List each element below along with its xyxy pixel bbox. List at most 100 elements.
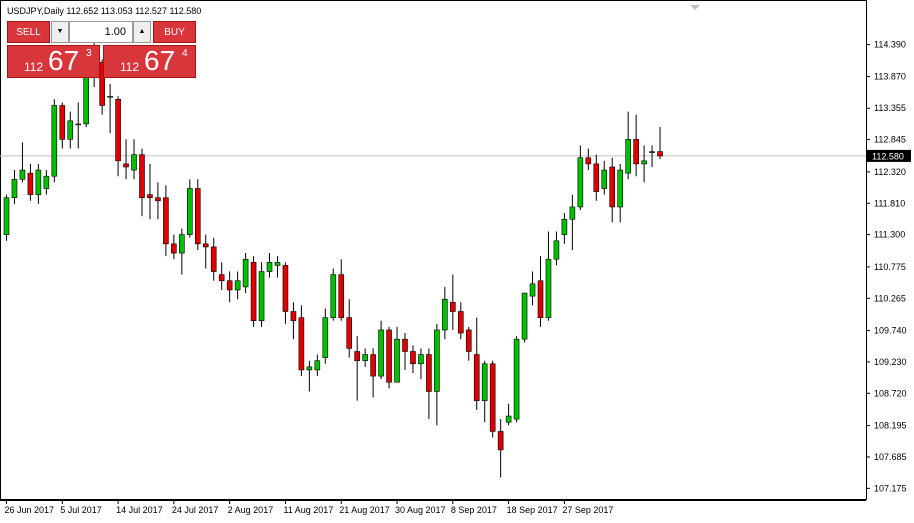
- candle-body: [322, 317, 329, 358]
- buy-button[interactable]: BUY: [153, 21, 196, 43]
- sell-button[interactable]: SELL: [7, 21, 50, 43]
- candle: [3, 194, 10, 241]
- candle-body: [290, 311, 297, 322]
- candle-body: [489, 363, 496, 432]
- candle-body: [513, 338, 520, 420]
- candle-body: [473, 354, 480, 401]
- candle: [457, 302, 464, 340]
- lot-size-input[interactable]: [69, 21, 133, 43]
- time-tick-label: 21 Aug 2017: [339, 505, 390, 515]
- candle-body: [386, 329, 392, 383]
- candle-body: [529, 283, 536, 297]
- candle: [521, 292, 528, 343]
- candle: [402, 333, 408, 370]
- candle: [394, 326, 400, 383]
- candle: [609, 157, 616, 223]
- candle: [179, 228, 185, 275]
- candle-body: [147, 194, 153, 199]
- candle-body: [171, 243, 177, 254]
- candle-body: [258, 271, 265, 322]
- candle-body: [250, 261, 257, 322]
- lot-decrease-button[interactable]: ▼: [51, 21, 69, 43]
- candle-body: [163, 197, 169, 245]
- candle-body: [434, 329, 440, 392]
- candles: [3, 40, 663, 478]
- candle-body: [426, 354, 432, 392]
- candle-body: [234, 280, 241, 291]
- candle: [123, 139, 129, 180]
- candle: [210, 237, 217, 281]
- candle-body: [577, 157, 584, 208]
- candle-body: [457, 311, 464, 334]
- candle: [585, 148, 592, 171]
- candle: [545, 231, 552, 321]
- sell-quote-button[interactable]: 112 67 3: [7, 45, 100, 78]
- candle-body: [625, 139, 631, 174]
- candle-body: [226, 280, 233, 291]
- candle: [386, 326, 392, 389]
- candle-body: [505, 415, 512, 423]
- candle: [497, 419, 504, 478]
- candle: [234, 271, 241, 300]
- price-tick-label: 110.775: [874, 262, 906, 272]
- time-tick-label: 5 Jul 2017: [60, 505, 102, 515]
- candle: [625, 111, 631, 180]
- candle: [641, 145, 647, 183]
- candle-body: [585, 157, 592, 165]
- candle: [218, 262, 225, 290]
- candle-body: [370, 354, 376, 377]
- candle: [274, 256, 281, 278]
- candle: [529, 271, 536, 306]
- candle-body: [593, 163, 600, 192]
- candle-body: [537, 280, 544, 318]
- candle-body: [314, 360, 321, 371]
- price-axis: 114.390 113.870 113.355 112.845 112.320 111.8…: [866, 40, 907, 493]
- price-tag-label: 112.580: [872, 151, 904, 161]
- buy-quote-button[interactable]: 112 67 4: [103, 45, 196, 78]
- price-tick-label: 113.355: [874, 103, 906, 113]
- candle: [107, 83, 113, 134]
- lot-increase-button[interactable]: ▲: [133, 21, 151, 43]
- candle: [75, 102, 82, 149]
- time-tick-label: 2 Aug 2017: [228, 505, 274, 515]
- candle-body: [43, 175, 50, 189]
- time-axis: 26 Jun 2017 5 Jul 2017 14 Jul 2017 24 Jul 2…: [5, 500, 613, 515]
- candle: [593, 154, 600, 201]
- candle: [155, 182, 161, 220]
- candle: [202, 234, 209, 269]
- candle-body: [179, 234, 185, 254]
- candle: [11, 170, 18, 204]
- candle-body: [601, 169, 608, 189]
- candle: [553, 231, 560, 266]
- candle-body: [545, 258, 552, 318]
- candle: [489, 360, 496, 438]
- candle: [131, 139, 137, 180]
- candle-body: [306, 366, 313, 371]
- candle: [266, 253, 273, 278]
- chevron-up-icon: ▲: [138, 28, 146, 35]
- time-tick-label: 27 Sep 2017: [562, 505, 613, 515]
- candle-body: [442, 298, 448, 331]
- time-tick-label: 14 Jul 2017: [116, 505, 163, 515]
- candle: [442, 286, 448, 340]
- candle: [426, 348, 432, 420]
- sell-quote-handle: 112: [24, 60, 44, 74]
- candle: [187, 179, 193, 238]
- price-tick-label: 108.195: [874, 421, 907, 431]
- candle-body: [155, 197, 161, 202]
- candle-body: [617, 169, 623, 208]
- one-click-trading-panel: SELL ▼ ▲ BUY 112 67 3 112 67 4: [7, 21, 196, 78]
- price-tick-label: 107.175: [874, 483, 907, 493]
- candle-body: [202, 243, 209, 248]
- time-tick-label: 18 Sep 2017: [507, 505, 558, 515]
- candle-body: [362, 354, 368, 361]
- candle-body: [354, 351, 360, 362]
- candle: [35, 163, 42, 204]
- candle: [258, 262, 265, 327]
- candle-body: [450, 301, 456, 312]
- candle-body: [346, 317, 353, 349]
- scroll-marker-icon[interactable]: [690, 5, 700, 10]
- candle-body: [338, 274, 345, 318]
